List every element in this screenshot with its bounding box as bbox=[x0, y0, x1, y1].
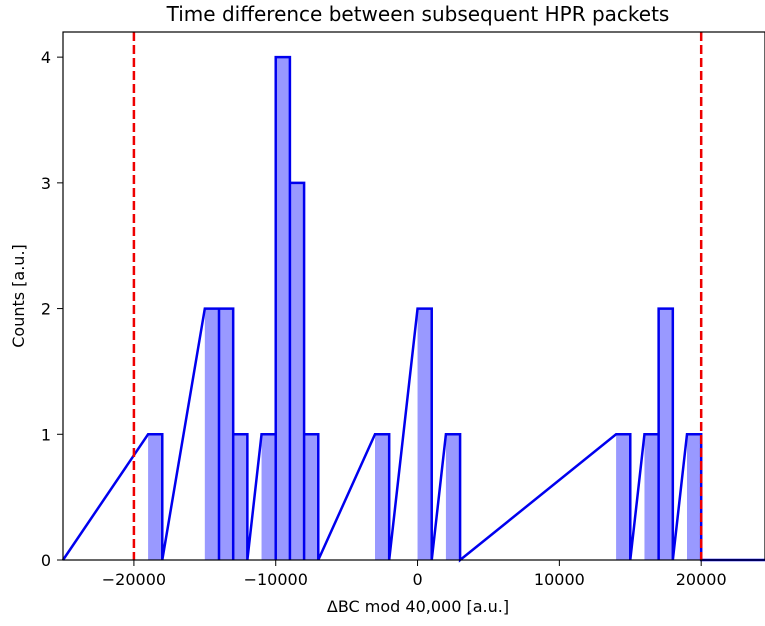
y-tick-label-2: 2 bbox=[41, 300, 51, 319]
histogram-bars bbox=[148, 57, 702, 561]
plot-frame bbox=[62, 31, 765, 561]
reference-lines bbox=[132, 32, 703, 560]
chart-title: Time difference between subsequent HPR p… bbox=[166, 2, 670, 26]
histogram-outline bbox=[61, 55, 765, 563]
y-axis-label: Counts [a.u.] bbox=[9, 244, 28, 348]
y-axis-ticks: 0 1 2 3 4 bbox=[41, 48, 63, 570]
histogram-bar-1 bbox=[204, 308, 219, 560]
x-tick-label-4: 20000 bbox=[676, 570, 727, 589]
histogram-bar-6 bbox=[289, 182, 305, 560]
histogram-bar-5 bbox=[275, 57, 290, 561]
histogram-bar-4 bbox=[261, 434, 276, 560]
y-tick-label-3: 3 bbox=[41, 174, 51, 193]
x-tick-label-0: −20000 bbox=[102, 570, 166, 589]
histogram-bar-8 bbox=[375, 434, 390, 560]
histogram-bar-11 bbox=[616, 434, 631, 560]
histogram-bar-10 bbox=[445, 434, 461, 560]
histogram-bar-9 bbox=[417, 308, 432, 560]
y-tick-label-0: 0 bbox=[41, 551, 51, 570]
x-axis-ticks: −20000 −10000 0 10000 20000 bbox=[102, 560, 727, 589]
y-tick-label-1: 1 bbox=[41, 425, 51, 444]
y-tick-label-4: 4 bbox=[41, 48, 51, 67]
x-tick-label-2: 0 bbox=[412, 570, 422, 589]
x-tick-label-1: −10000 bbox=[244, 570, 308, 589]
x-tick-label-3: 10000 bbox=[534, 570, 585, 589]
histogram-bar-0 bbox=[148, 434, 163, 560]
x-axis-label: ΔBC mod 40,000 [a.u.] bbox=[327, 597, 509, 616]
histogram-bar-2 bbox=[219, 308, 234, 560]
histogram-bar-12 bbox=[644, 434, 659, 560]
histogram-bar-14 bbox=[687, 434, 702, 560]
histogram-bar-13 bbox=[658, 308, 673, 560]
histogram-bar-7 bbox=[304, 434, 319, 560]
histogram-bar-3 bbox=[233, 434, 248, 560]
